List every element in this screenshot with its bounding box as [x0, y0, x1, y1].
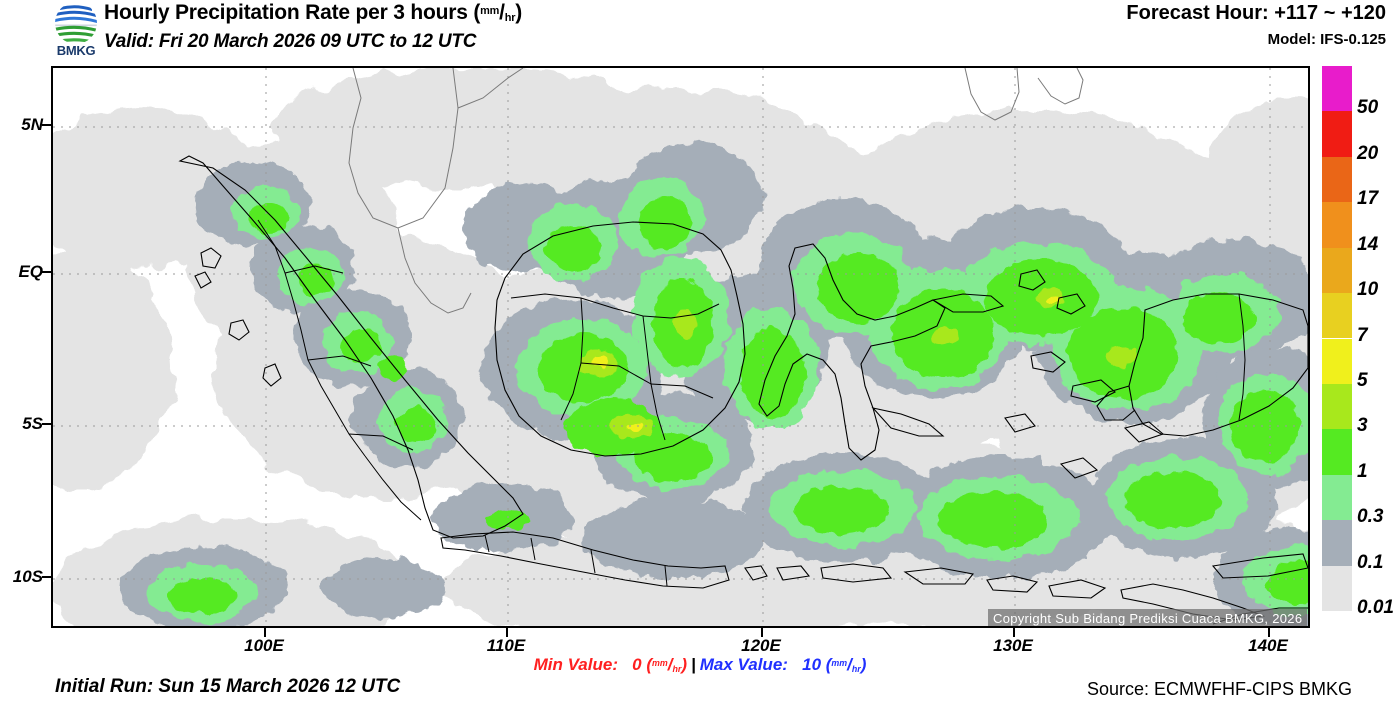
- map-coastlines: [178, 68, 1308, 625]
- precip-layer-1: [169, 197, 1308, 614]
- page-title-text: Hourly Precipitation Rate per 3 hours: [104, 1, 468, 24]
- legend-label-20: 20: [1357, 142, 1379, 164]
- legend-band-0.3[interactable]: [1322, 474, 1352, 521]
- legend-band-50[interactable]: [1322, 66, 1352, 112]
- lon-label-110e: 110E: [486, 636, 526, 655]
- title-unit: (mm/hr): [467, 1, 523, 25]
- legend-label-3: 3: [1357, 415, 1368, 437]
- lat-label-5s: 5S: [22, 414, 43, 433]
- legend-label-1: 1: [1357, 460, 1368, 482]
- lat-tick-5n: [42, 124, 51, 126]
- lon-tick-130e: [1013, 628, 1015, 637]
- title-unit-slash: /: [499, 1, 505, 24]
- header-bar: BMKG Hourly Precipitation Rate per 3 hou…: [0, 0, 1400, 60]
- legend-label-0.3: 0.3: [1357, 506, 1384, 528]
- model-name-text: Model: IFS-0.125: [1267, 31, 1386, 48]
- min-unit-denominator: hr: [672, 663, 682, 674]
- legend-band-0.01[interactable]: [1322, 565, 1352, 611]
- lon-tick-100e: [264, 628, 266, 637]
- legend-band-5[interactable]: [1322, 338, 1352, 384]
- bmkg-logo-label: BMKG: [56, 43, 96, 58]
- legend-label-7: 7: [1357, 324, 1368, 346]
- min-max-readout: Min Value: 0 (mm/hr) | Max Value: 10 (mm/h…: [0, 655, 1400, 675]
- lon-label-130e: 130E: [993, 636, 1033, 655]
- color-legend[interactable]: [1322, 66, 1352, 611]
- legend-band-1[interactable]: [1322, 429, 1352, 475]
- page-title: Hourly Precipitation Rate per 3 hours (m…: [104, 1, 522, 25]
- copyright-watermark: Copyright Sub Bidang Prediksi Cuaca BMKG…: [988, 609, 1308, 626]
- precipitation-map[interactable]: .p001{fill:#e4e4e4}.p01{fill:#a5aeb8}.p0…: [53, 68, 1308, 626]
- lat-tick-eq: [42, 271, 51, 273]
- bmkg-logo: BMKG: [48, 2, 104, 58]
- lon-tick-140e: [1268, 628, 1270, 637]
- legend-band-20[interactable]: [1322, 111, 1352, 157]
- max-value-unit: (mm/hr): [821, 655, 867, 674]
- max-value-label: Max Value:: [699, 655, 788, 674]
- max-unit-numerator: mm: [831, 658, 848, 669]
- legend-label-0.1: 0.1: [1357, 551, 1384, 573]
- title-unit-numerator: mm: [480, 5, 500, 18]
- lat-label-5n: 5N: [21, 115, 43, 134]
- legend-band-17[interactable]: [1322, 156, 1352, 203]
- source-text: Source: ECMWFHF-CIPS BMKG: [1086, 679, 1352, 699]
- legend-band-3[interactable]: [1322, 383, 1352, 430]
- lon-tick-110e: [506, 628, 508, 637]
- lon-tick-120e: [761, 628, 763, 637]
- lat-tick-5s: [42, 423, 51, 425]
- lon-label-120e: 120E: [741, 636, 781, 655]
- legend-band-10[interactable]: [1322, 247, 1352, 294]
- map-plot-area[interactable]: .p001{fill:#e4e4e4}.p01{fill:#a5aeb8}.p0…: [51, 66, 1310, 628]
- legend-label-10: 10: [1357, 279, 1379, 301]
- legend-band-7[interactable]: [1322, 293, 1352, 339]
- legend-band-14[interactable]: [1322, 202, 1352, 248]
- map-gridlines: [53, 68, 1308, 626]
- bmkg-logo-svg: [55, 2, 97, 44]
- max-value-number: 10: [802, 655, 822, 674]
- forecast-hour-text: Forecast Hour: +117 ~ +120: [1126, 2, 1386, 24]
- lon-label-100e: 100E: [244, 636, 284, 655]
- lat-tick-10s: [42, 576, 51, 578]
- min-unit-numerator: mm: [652, 658, 668, 669]
- legend-label-5: 5: [1357, 369, 1368, 391]
- min-unit-slash: /: [667, 655, 673, 674]
- lat-label-eq: EQ: [18, 262, 43, 281]
- min-value-unit: (mm/hr): [641, 655, 687, 674]
- max-unit-slash: /: [847, 655, 852, 674]
- lat-label-10s: 10S: [12, 567, 43, 586]
- precip-layer-5: [592, 295, 1060, 431]
- legend-label-17: 17: [1357, 188, 1379, 210]
- legend-label-14: 14: [1357, 233, 1379, 255]
- valid-time-text: Valid: Fri 20 March 2026 09 UTC to 12 UT…: [104, 31, 477, 52]
- legend-band-0.1[interactable]: [1322, 520, 1352, 566]
- max-unit-denominator: hr: [851, 663, 861, 674]
- initial-run-text: Initial Run: Sun 15 March 2026 12 UTC: [55, 676, 401, 697]
- title-unit-denominator: hr: [504, 12, 516, 25]
- legend-label-50: 50: [1357, 97, 1379, 119]
- legend-label-0.01: 0.01: [1357, 597, 1394, 618]
- min-max-separator: |: [690, 655, 696, 674]
- lon-label-140e: 140E: [1248, 636, 1288, 655]
- min-value-number: 0: [632, 655, 642, 674]
- bmkg-logo-disc: [54, 2, 98, 44]
- min-value-label: Min Value:: [533, 655, 618, 674]
